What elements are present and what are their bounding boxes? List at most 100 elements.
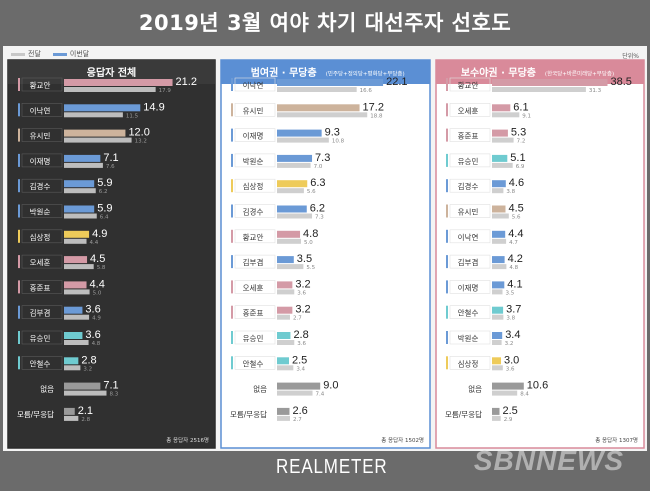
label-marker — [18, 78, 20, 91]
value-label-previous: 18.8 — [370, 113, 383, 119]
label-marker — [446, 255, 448, 269]
category-label: 이재명 — [30, 156, 51, 166]
category-label: 유승민 — [243, 333, 264, 343]
bar-previous — [277, 264, 304, 270]
bar-previous — [492, 289, 503, 295]
label-box — [21, 330, 63, 345]
label-marker — [231, 280, 233, 294]
label-marker — [231, 179, 233, 193]
panel-background — [435, 59, 645, 449]
value-label-previous: 5.6 — [307, 189, 316, 195]
bar-current — [277, 104, 360, 112]
category-label: 박원순 — [458, 333, 479, 343]
value-label-current: 21.2 — [176, 76, 197, 88]
bar-current — [64, 154, 101, 162]
label-box — [449, 178, 491, 193]
value-label-previous: 11.5 — [126, 113, 139, 119]
category-label: 홍준표 — [243, 308, 264, 318]
category-label: 황교안 — [30, 80, 51, 90]
label-marker — [446, 78, 448, 91]
bar-previous — [277, 87, 357, 92]
label-box — [21, 128, 63, 142]
bar-current — [277, 407, 290, 415]
label-marker — [18, 204, 20, 218]
value-label-previous: 6.9 — [516, 164, 525, 170]
bar-previous — [277, 112, 368, 118]
category-label: 김부겸 — [458, 257, 479, 267]
value-label-previous: 3.6 — [297, 290, 306, 296]
bar-previous — [492, 238, 507, 244]
value-label-previous: 4.7 — [509, 240, 518, 246]
category-label: 이낙연 — [30, 105, 51, 115]
legend-previous: 이번달 — [52, 49, 90, 59]
label-marker — [18, 305, 20, 319]
label-marker — [18, 229, 20, 243]
value-label-current: 2.1 — [78, 405, 93, 417]
category-label: 유승민 — [30, 333, 51, 343]
value-label-current: 4.1 — [507, 278, 522, 290]
value-label-previous: 10.8 — [332, 139, 345, 145]
bar-previous — [277, 213, 313, 219]
value-label-previous: 6.2 — [99, 189, 108, 195]
value-label-current: 9.0 — [323, 380, 338, 392]
label-box — [449, 355, 491, 370]
value-label-current: 4.4 — [508, 228, 523, 240]
value-label-current: 6.2 — [310, 203, 325, 215]
bar-current — [492, 129, 508, 137]
value-label-current: 5.9 — [97, 203, 112, 215]
bar-previous — [492, 87, 586, 92]
value-label-previous: 2.7 — [293, 417, 302, 423]
label-marker — [18, 128, 20, 142]
value-label-previous: 3.8 — [506, 316, 515, 322]
bar-previous — [64, 162, 103, 168]
value-label-previous: 2.8 — [81, 417, 90, 423]
value-label-previous: 4.8 — [92, 341, 101, 347]
panel-subtitle: (민주당+정의당+평화당+무당층) — [326, 70, 405, 78]
value-label-current: 7.1 — [103, 152, 118, 164]
bar-previous — [64, 188, 96, 194]
value-label-previous: 7.0 — [314, 164, 323, 170]
bar-current — [277, 230, 301, 238]
category-label: 홍준표 — [30, 282, 51, 292]
bar-previous — [64, 87, 156, 92]
value-label-current: 4.6 — [509, 177, 524, 189]
panel-subtitle: (한국당+바른미래당+무당층) — [545, 70, 614, 78]
bar-previous — [277, 415, 290, 421]
label-marker — [446, 305, 448, 319]
value-label-current: 2.6 — [292, 405, 307, 417]
bar-previous — [492, 137, 514, 143]
category-label: 오세훈 — [458, 105, 479, 115]
bar-current — [64, 306, 83, 314]
value-label-current: 17.2 — [363, 101, 384, 113]
category-label: 오세훈 — [30, 257, 51, 267]
bar-previous — [64, 365, 81, 371]
bar-current — [492, 154, 508, 162]
value-label-current: 4.9 — [92, 228, 107, 240]
bar-previous — [277, 137, 329, 143]
bar-current — [277, 180, 308, 188]
category-label: 유시민 — [30, 131, 51, 141]
bar-current — [492, 79, 608, 86]
bar-current — [492, 306, 504, 314]
bar-current — [277, 129, 322, 137]
value-label-current: 3.7 — [506, 304, 521, 316]
bar-previous — [492, 112, 520, 118]
bar-current — [64, 180, 95, 188]
value-label-current: 12.0 — [128, 127, 149, 139]
bar-current — [277, 154, 313, 162]
category-label: 없음 — [253, 385, 267, 394]
bar-previous — [64, 415, 79, 421]
category-label: 박원순 — [30, 207, 51, 217]
category-label: 황교안 — [243, 232, 264, 242]
bar-current — [492, 407, 500, 415]
bar-current — [492, 180, 506, 188]
category-label: 안철수 — [30, 358, 51, 368]
legend-previous-label: 이번달 — [69, 50, 90, 58]
page-title: 2019년 3월 여야 차기 대선주자 선호도 — [138, 11, 512, 35]
bar-previous — [64, 340, 89, 345]
value-label-current: 4.2 — [508, 253, 523, 265]
category-label: 홍준표 — [458, 131, 479, 141]
value-label-previous: 3.5 — [506, 290, 515, 296]
label-box — [234, 330, 276, 345]
value-label-previous: 5.5 — [306, 265, 315, 271]
